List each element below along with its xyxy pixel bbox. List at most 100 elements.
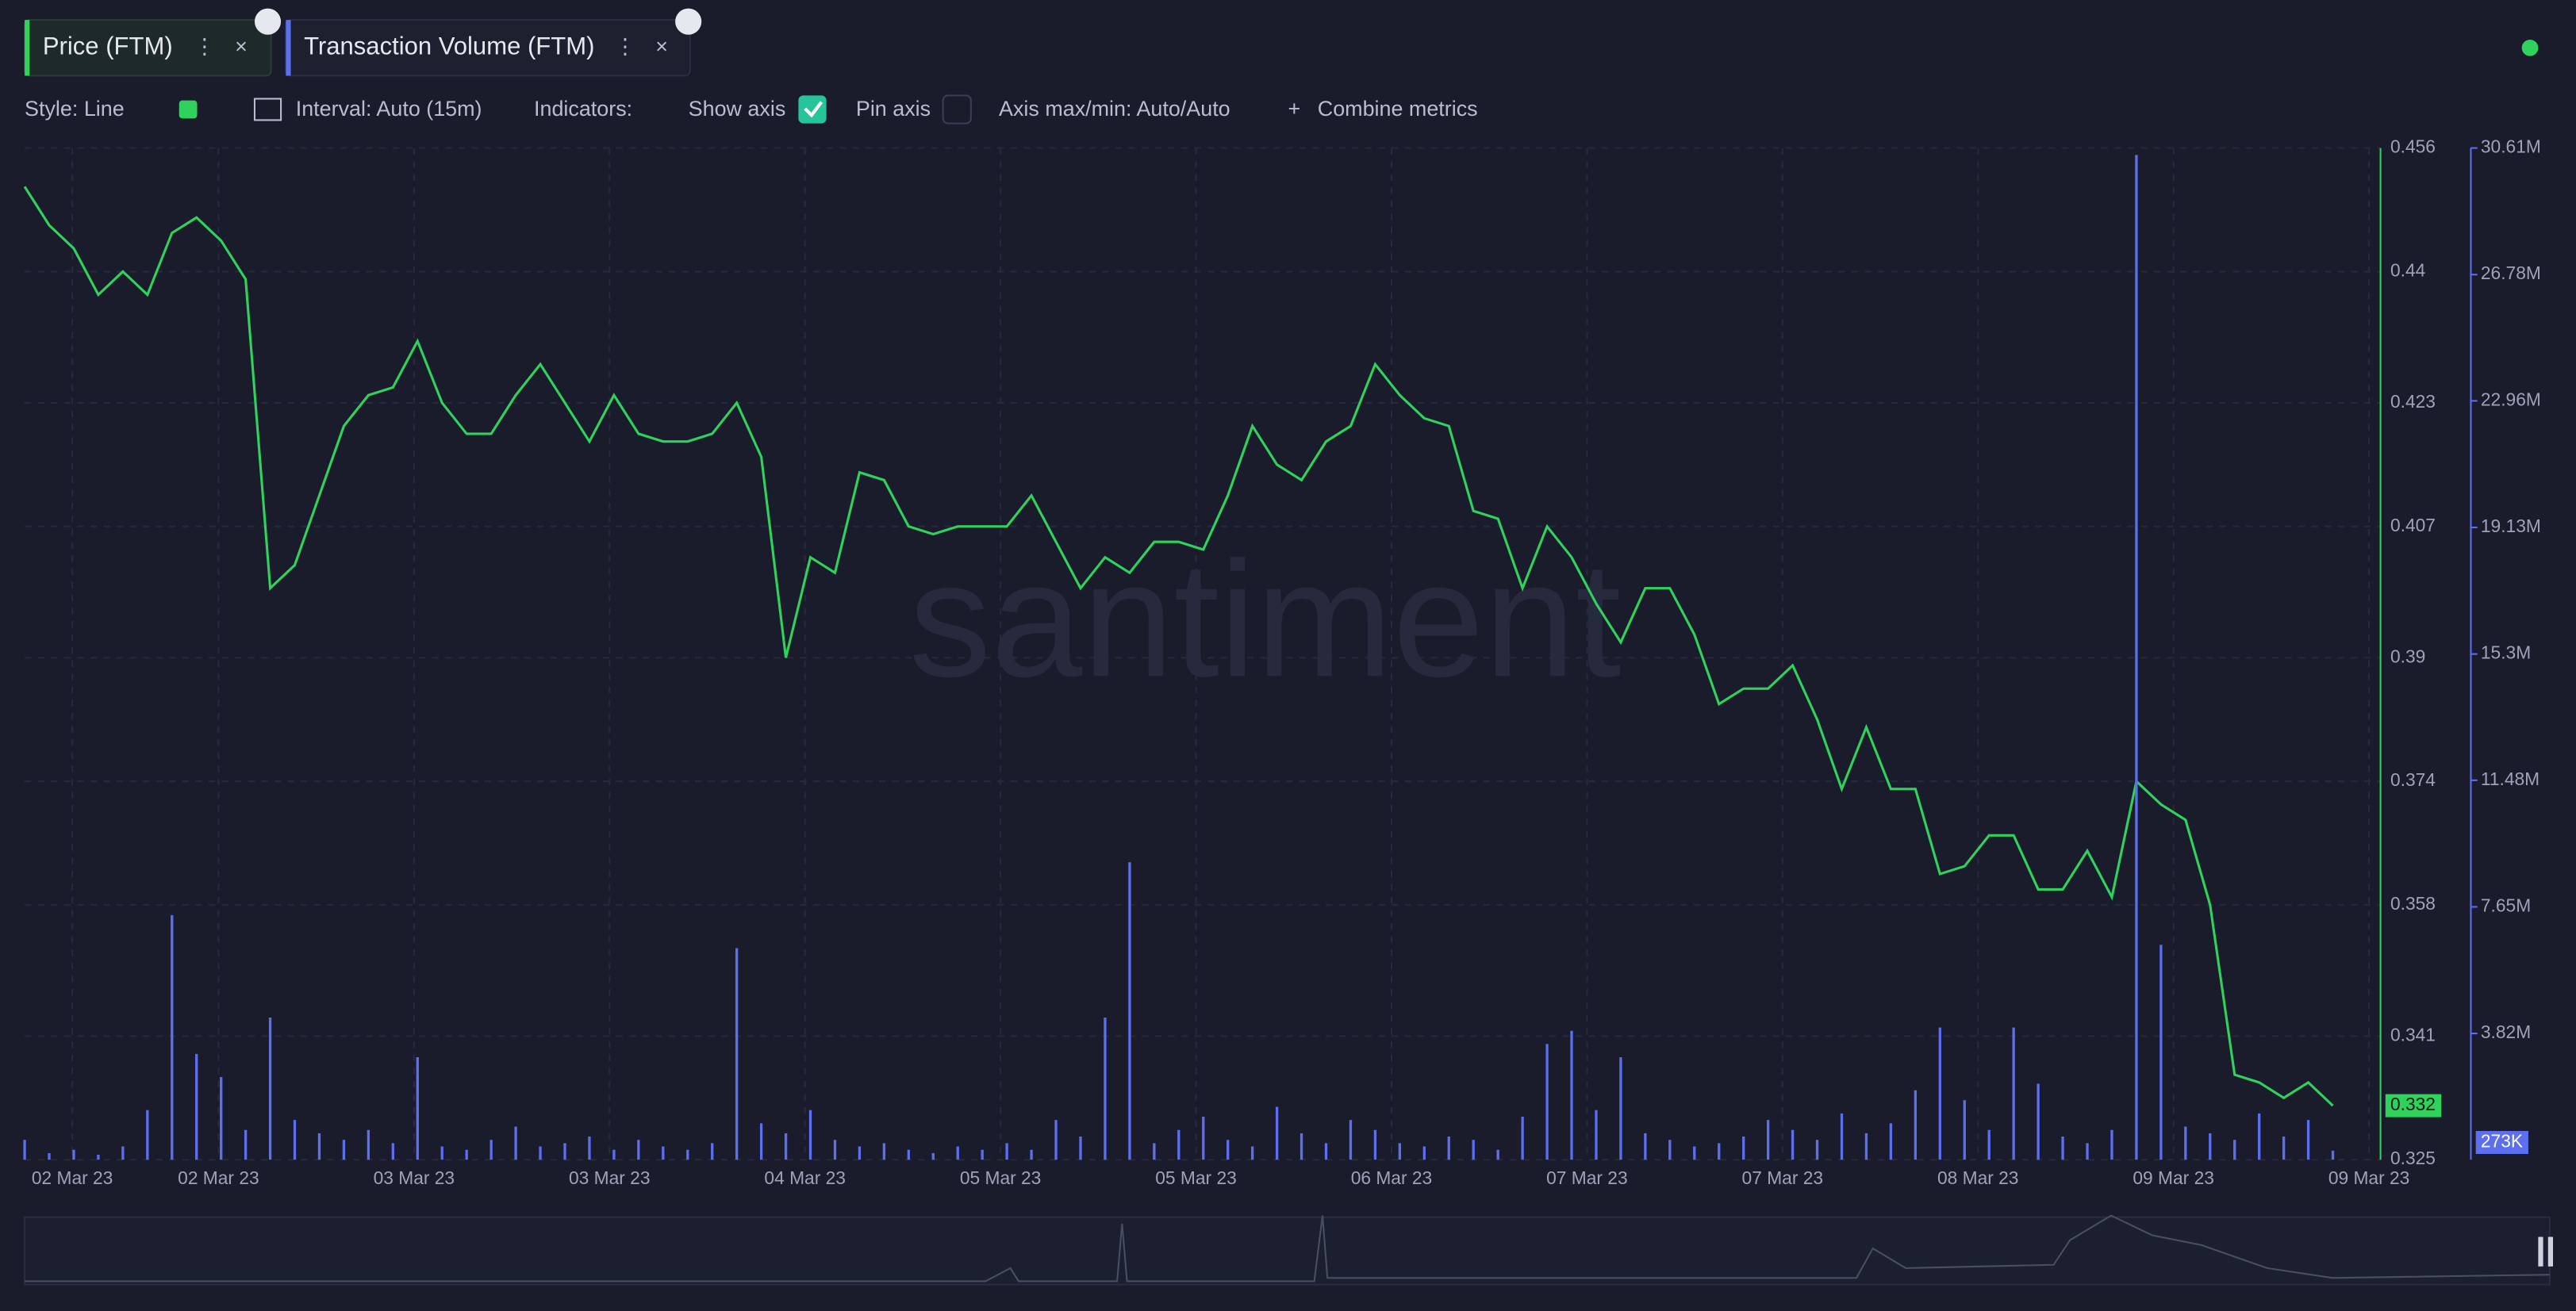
x-tick-label: 02 Mar 23: [178, 1167, 259, 1188]
tab-label[interactable]: Transaction Volume (FTM): [304, 33, 594, 60]
volume-bar: [1987, 1129, 1991, 1160]
volume-bar: [1227, 1140, 1230, 1160]
y2-tick-label: 22.96M: [2481, 389, 2541, 409]
volume-bar: [1619, 1057, 1622, 1160]
volume-bar: [808, 1110, 812, 1160]
volume-bar: [956, 1146, 959, 1160]
volume-bar: [367, 1129, 370, 1160]
chain-icon: [675, 8, 702, 35]
volume-bar: [1864, 1133, 1868, 1160]
y-tick-label: 0.456: [2390, 136, 2436, 157]
volume-bar: [1398, 1143, 1402, 1160]
volume-bar: [1718, 1143, 1721, 1160]
status-dot: [2521, 39, 2539, 56]
volume-bar: [97, 1154, 100, 1160]
volume-bar: [931, 1152, 935, 1160]
volume-bar: [539, 1146, 542, 1160]
x-tick-label: 04 Mar 23: [764, 1167, 846, 1188]
y-tick-label: 0.423: [2390, 391, 2436, 412]
volume-bar: [1791, 1129, 1795, 1160]
indicators-select[interactable]: Indicators:: [534, 97, 632, 121]
x-tick-label: 06 Mar 23: [1351, 1167, 1433, 1188]
volume-bar: [1030, 1149, 1033, 1160]
volume-bar: [220, 1077, 223, 1160]
y-tick-label: 0.374: [2390, 769, 2436, 790]
volume-bar: [563, 1143, 566, 1160]
x-tick-label: 07 Mar 23: [1742, 1167, 1824, 1188]
x-tick-label: 09 Mar 23: [2133, 1167, 2214, 1188]
y2-tick-label: 7.65M: [2481, 895, 2531, 915]
volume-bar: [1742, 1137, 1745, 1160]
volume-bar: [171, 914, 174, 1160]
volume-bar: [72, 1149, 75, 1160]
tab-accent: [25, 20, 30, 76]
tab-label[interactable]: Price (FTM): [43, 33, 173, 60]
volume-bar: [1963, 1100, 1966, 1160]
menu-icon[interactable]: ⋮: [614, 34, 635, 58]
combine-metrics[interactable]: Combine metrics: [1318, 97, 1478, 121]
y2-tick-label: 11.48M: [2481, 769, 2540, 789]
x-tick-label: 03 Mar 23: [374, 1167, 455, 1188]
price-line: [23, 186, 2334, 1107]
volume-bar: [1570, 1030, 1573, 1160]
x-tick-label: 07 Mar 23: [1546, 1167, 1628, 1188]
close-icon[interactable]: ×: [235, 34, 248, 58]
volume-bar: [588, 1137, 591, 1160]
y2-tick-label: 3.82M: [2481, 1022, 2531, 1042]
volume-bar: [317, 1133, 321, 1160]
show-axis-label[interactable]: Show axis: [689, 97, 786, 121]
volume-bar: [711, 1143, 714, 1160]
style-select[interactable]: Style: Line: [25, 97, 125, 121]
plus-icon: +: [1288, 97, 1301, 121]
volume-bar: [1005, 1143, 1008, 1160]
color-picker[interactable]: [179, 100, 198, 119]
last-value-label: 0.332: [2390, 1094, 2436, 1114]
volume-bar: [1128, 862, 1131, 1160]
volume-bar: [465, 1149, 468, 1160]
x-tick-label: 03 Mar 23: [569, 1167, 651, 1188]
volume-bar: [2012, 1027, 2015, 1160]
navigator-handle[interactable]: [2538, 1236, 2543, 1267]
y2-tick-label: 19.13M: [2481, 516, 2541, 536]
volume-bar: [1521, 1117, 1524, 1160]
y-tick-label: 0.39: [2390, 646, 2425, 666]
checkmark: [804, 101, 823, 118]
volume-bar: [2282, 1137, 2286, 1160]
volume-bar: [268, 1018, 272, 1160]
y-tick-label: 0.407: [2390, 515, 2436, 535]
volume-bar: [391, 1143, 394, 1160]
volume-bar: [981, 1149, 984, 1160]
volume-bar: [1644, 1133, 1647, 1160]
pin-axis-checkbox[interactable]: [942, 94, 972, 125]
volume-bar: [2184, 1126, 2187, 1160]
y-tick-label: 0.44: [2390, 259, 2425, 280]
x-tick-label: 02 Mar 23: [32, 1167, 113, 1188]
volume-bar: [1766, 1120, 1770, 1160]
volume-bar: [784, 1133, 788, 1160]
close-icon[interactable]: ×: [655, 34, 668, 58]
volume-bar: [882, 1143, 886, 1160]
y2-tick-label: 15.3M: [2481, 642, 2531, 663]
volume-bar: [1054, 1120, 1058, 1160]
navigator-handle[interactable]: [2547, 1236, 2554, 1267]
volume-bar: [686, 1149, 689, 1160]
x-tick-label: 09 Mar 23: [2328, 1167, 2410, 1188]
volume-bar: [146, 1110, 149, 1160]
pin-axis-label[interactable]: Pin axis: [856, 97, 931, 121]
tab-accent: [286, 20, 291, 76]
navigator-line: [25, 1214, 2550, 1282]
show-axis-checkbox[interactable]: [798, 95, 827, 124]
volume-bar: [2159, 945, 2163, 1160]
volume-bar: [1668, 1140, 1672, 1160]
volume-bar: [1840, 1113, 1844, 1160]
volume-bar: [1373, 1129, 1377, 1160]
volume-bar: [662, 1146, 665, 1160]
volume-bar: [1300, 1133, 1303, 1160]
interval-select[interactable]: Interval: Auto (15m): [296, 97, 482, 121]
menu-icon[interactable]: ⋮: [194, 34, 215, 58]
navigator[interactable]: [24, 1216, 2551, 1286]
axis-minmax-select[interactable]: Axis max/min: Auto/Auto: [999, 97, 1230, 121]
volume-bar: [1815, 1140, 1819, 1160]
